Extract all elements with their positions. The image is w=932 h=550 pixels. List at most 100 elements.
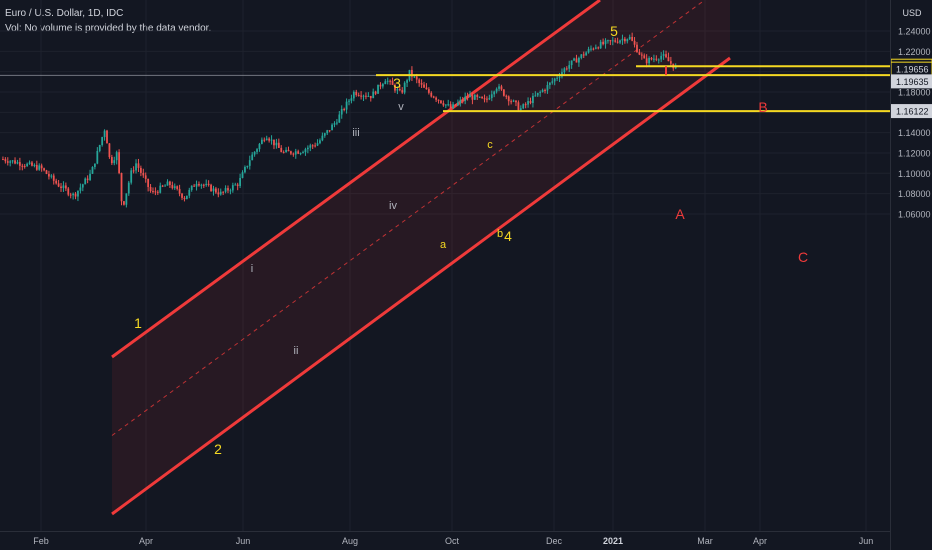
- candle-down: [43, 168, 45, 171]
- candle-up: [490, 94, 493, 99]
- candle-down: [423, 84, 425, 88]
- candle-up: [33, 164, 36, 166]
- candle-down: [67, 188, 70, 195]
- candle-down: [420, 83, 423, 85]
- candle-down: [357, 94, 360, 96]
- candle-up: [326, 130, 329, 134]
- candle-down: [643, 55, 646, 59]
- candle-up: [130, 170, 133, 183]
- candle-down: [198, 183, 200, 186]
- candle-up: [195, 183, 198, 187]
- candle-up: [377, 84, 379, 94]
- candle-up: [367, 95, 370, 97]
- candle-up: [464, 96, 467, 101]
- candle-up: [251, 154, 254, 161]
- candle-up: [674, 66, 677, 69]
- candle-up: [653, 58, 655, 60]
- candle-up: [570, 60, 573, 66]
- candle-up: [457, 102, 459, 106]
- candle-down: [6, 161, 9, 163]
- candle-down: [517, 102, 520, 111]
- wave-label: 1: [134, 315, 142, 331]
- x-tick-label: Aug: [342, 536, 358, 546]
- candle-down: [650, 58, 653, 60]
- candle-down: [449, 104, 452, 108]
- candle-down: [655, 58, 658, 60]
- candle-up: [381, 84, 384, 87]
- candle-down: [669, 61, 672, 64]
- y-tick-label: 1.06000: [898, 209, 931, 219]
- candle-down: [202, 184, 205, 186]
- candle-up: [333, 123, 336, 125]
- candle-up: [619, 40, 621, 43]
- candle-down: [110, 157, 113, 164]
- candle-up: [345, 101, 348, 110]
- candle-down: [398, 89, 401, 91]
- candle-down: [277, 142, 280, 148]
- candle-up: [660, 55, 663, 60]
- candle-up: [350, 98, 353, 101]
- candle-down: [236, 184, 239, 186]
- candle-up: [101, 137, 104, 146]
- candle-down: [108, 143, 111, 158]
- candle-up: [473, 95, 476, 100]
- candle-up: [384, 81, 387, 85]
- time-axis-bg: [0, 532, 932, 550]
- candle-down: [636, 44, 638, 53]
- chart-title: Euro / U.S. Dollar, 1D, IDC: [5, 8, 124, 19]
- candle-down: [18, 162, 21, 166]
- candle-up: [79, 187, 82, 191]
- candle-down: [616, 41, 619, 43]
- candle-up: [28, 162, 31, 164]
- price-tag: 1.19656: [896, 65, 929, 75]
- candle-down: [215, 188, 217, 193]
- price-axis-bg: [891, 0, 932, 531]
- candle-down: [430, 92, 433, 97]
- candle-up: [200, 184, 203, 186]
- candle-down: [282, 152, 285, 154]
- candle-down: [222, 191, 225, 193]
- candle-down: [311, 145, 314, 147]
- candle-down: [31, 162, 33, 166]
- candle-down: [217, 192, 220, 195]
- wave-label: C: [798, 249, 808, 265]
- wave-label: b: [497, 228, 503, 240]
- candle-up: [275, 142, 278, 146]
- candle-down: [86, 178, 89, 180]
- candle-down: [454, 104, 457, 106]
- candle-down: [389, 80, 392, 82]
- wave-label: a: [440, 239, 447, 251]
- x-tick-label: Jun: [859, 536, 874, 546]
- candle-up: [558, 76, 561, 78]
- candle-up: [319, 140, 321, 144]
- candle-up: [488, 98, 491, 100]
- candle-down: [45, 170, 48, 174]
- candle-up: [188, 189, 191, 196]
- candle-down: [118, 152, 120, 173]
- candle-up: [331, 124, 333, 131]
- candle-up: [648, 58, 650, 64]
- price-tag-bg: [891, 74, 932, 89]
- candle-down: [418, 79, 421, 84]
- candle-down: [379, 84, 382, 87]
- candle-up: [386, 80, 389, 82]
- candle-down: [597, 47, 600, 49]
- candle-up: [94, 163, 96, 167]
- candle-up: [590, 48, 592, 50]
- candle-down: [21, 165, 24, 167]
- candle-up: [115, 152, 118, 161]
- candle-up: [72, 193, 75, 196]
- candle-up: [127, 182, 130, 194]
- candle-up: [16, 162, 19, 164]
- candle-down: [193, 185, 196, 187]
- y-tick-label: 1.14000: [898, 128, 931, 138]
- candle-up: [89, 173, 91, 180]
- candle-up: [229, 190, 232, 192]
- candle-up: [306, 147, 309, 150]
- candle-down: [210, 184, 212, 192]
- y-tick-label: 1.24000: [898, 27, 931, 37]
- candle-down: [142, 172, 145, 176]
- candle-down: [355, 91, 358, 95]
- candle-up: [657, 59, 660, 61]
